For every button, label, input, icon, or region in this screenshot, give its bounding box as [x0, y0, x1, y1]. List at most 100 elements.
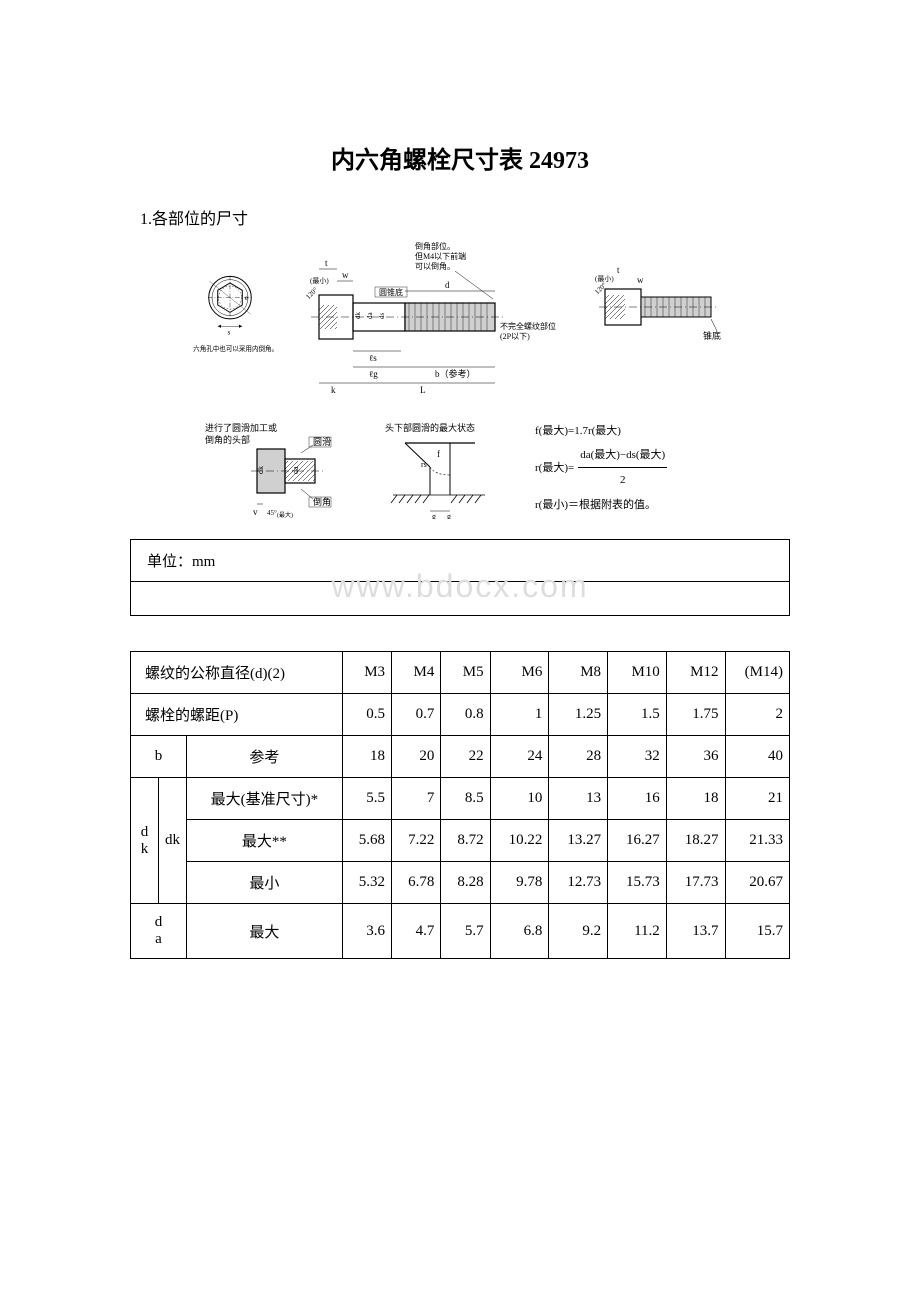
svg-text:圆锥底: 圆锥底 [379, 287, 403, 297]
cell: 9.2 [549, 904, 608, 959]
cell: 15.73 [608, 862, 667, 904]
svg-text:da: da [366, 312, 374, 320]
cell: 13.27 [549, 820, 608, 862]
diagram-row-2: 进行了圆滑加工或 倒角的头部 dk da v 圆滑 倒角 45° (最大) [130, 419, 790, 519]
cell: 20.67 [725, 862, 790, 904]
dim-s-label: s [228, 327, 231, 336]
svg-text:ds: ds [378, 313, 386, 320]
hex-note: 六角孔中也可以采用内倒角。 [193, 344, 275, 353]
label-max-base: 最大(基准尺寸)* [187, 778, 343, 820]
svg-text:v: v [253, 507, 258, 517]
cell: 11.2 [608, 904, 667, 959]
svg-text:圆滑: 圆滑 [313, 437, 331, 447]
svg-text:w: w [637, 275, 644, 285]
cell: 0.5 [342, 694, 391, 736]
sym-dk: dk [159, 778, 187, 904]
sym-da: da [131, 904, 187, 959]
cell: 18 [666, 778, 725, 820]
cell: 5.68 [342, 820, 391, 862]
dimension-table: 螺纹的公称直径(d)(2) M3 M4 M5 M6 M8 M10 M12 (M1… [130, 651, 790, 959]
label-min: 最小 [187, 862, 343, 904]
cell: 4.7 [392, 904, 441, 959]
formula-2: r(最大)= da(最大)−ds(最大) 2 [535, 443, 715, 492]
cell: 16 [608, 778, 667, 820]
cell: 24 [490, 736, 549, 778]
cell: 9.78 [490, 862, 549, 904]
svg-text:(最小): (最小) [595, 274, 614, 283]
svg-text:倒角的头部: 倒角的头部 [205, 434, 250, 445]
svg-text:dk: dk [256, 466, 265, 474]
under-head-smooth: 头下部圆滑的最大状态 f rs g g [375, 419, 505, 519]
cell: 22 [441, 736, 490, 778]
cell: 32 [608, 736, 667, 778]
row-dk-min: 最小 5.32 6.78 8.28 9.78 12.73 15.73 17.73… [131, 862, 790, 904]
cell: 5.32 [342, 862, 391, 904]
svg-text:倒角部位。: 倒角部位。 [415, 241, 455, 251]
cell: 36 [666, 736, 725, 778]
col-m3: M3 [342, 652, 391, 694]
cell: 3.6 [342, 904, 391, 959]
svg-text:g: g [432, 512, 436, 519]
svg-text:k: k [331, 385, 336, 395]
cell: 0.8 [441, 694, 490, 736]
cell: 18 [342, 736, 391, 778]
svg-text:t: t [325, 258, 328, 268]
col-m14: (M14) [725, 652, 790, 694]
label-max2: 最大** [187, 820, 343, 862]
hex-front-view: s e 六角孔中也可以采用内倒角。 [185, 269, 275, 359]
label-pitch: 螺栓的螺距(P) [131, 694, 343, 736]
formula-3: r(最小)＝根据附表的值。 [535, 493, 715, 517]
row-pitch: 螺栓的螺距(P) 0.5 0.7 0.8 1 1.25 1.5 1.75 2 [131, 694, 790, 736]
cell: 8.72 [441, 820, 490, 862]
watermark: www.bdocx.com [331, 568, 588, 605]
row-b: b 参考 18 20 22 24 28 32 36 40 [131, 736, 790, 778]
head-smooth-view: 进行了圆滑加工或 倒角的头部 dk da v 圆滑 倒角 45° (最大) [205, 419, 345, 519]
formula-block: f(最大)=1.7r(最大) r(最大)= da(最大)−ds(最大) 2 r(… [535, 419, 715, 519]
row-dk-max: dk dk 最大(基准尺寸)* 5.5 7 8.5 10 13 16 18 21 [131, 778, 790, 820]
label-da-max: 最大 [187, 904, 343, 959]
svg-text:g: g [447, 512, 451, 519]
svg-text:120°: 120° [305, 286, 319, 301]
svg-text:(最小): (最小) [310, 276, 329, 285]
cell: 10.22 [490, 820, 549, 862]
cell: 6.78 [392, 862, 441, 904]
formula-1: f(最大)=1.7r(最大) [535, 419, 715, 443]
cell: 21.33 [725, 820, 790, 862]
svg-text:不完全螺纹部位: 不完全螺纹部位 [500, 321, 556, 331]
svg-text:锥底: 锥底 [703, 330, 721, 341]
cell: 6.8 [490, 904, 549, 959]
page-title: 内六角螺栓尺寸表 24973 [130, 140, 790, 175]
svg-text:t: t [617, 265, 620, 275]
section-heading: 1.各部位的尸寸 [130, 205, 790, 229]
cell: 1.25 [549, 694, 608, 736]
col-m6: M6 [490, 652, 549, 694]
col-m10: M10 [608, 652, 667, 694]
cell: 13.7 [666, 904, 725, 959]
cell: 13 [549, 778, 608, 820]
cell: 7.22 [392, 820, 441, 862]
cell: 8.5 [441, 778, 490, 820]
svg-text:da: da [291, 466, 300, 474]
cell: 17.73 [666, 862, 725, 904]
cell: 5.7 [441, 904, 490, 959]
header-row: 螺纹的公称直径(d)(2) M3 M4 M5 M6 M8 M10 M12 (M1… [131, 652, 790, 694]
svg-text:f: f [437, 449, 440, 459]
cell: 7 [392, 778, 441, 820]
diagram-row-1: s e 六角孔中也可以采用内倒角。 [130, 239, 790, 399]
cell: 12.73 [549, 862, 608, 904]
row-da-max: da 最大 3.6 4.7 5.7 6.8 9.2 11.2 13.7 15.7 [131, 904, 790, 959]
unit-table: 单位：mm www.bdocx.com [130, 539, 790, 616]
svg-text:进行了圆滑加工或: 进行了圆滑加工或 [205, 422, 277, 433]
cell: 2 [725, 694, 790, 736]
svg-text:w: w [342, 270, 349, 280]
cell: 5.5 [342, 778, 391, 820]
svg-text:45°: 45° [267, 509, 277, 517]
label-ref: 参考 [187, 736, 343, 778]
cell: 1 [490, 694, 549, 736]
svg-text:ℓg: ℓg [369, 369, 378, 379]
cell: 1.75 [666, 694, 725, 736]
cell: 0.7 [392, 694, 441, 736]
side-view: t w d dk da ds ℓs ℓg b（参考） k L [305, 239, 565, 399]
cell: 28 [549, 736, 608, 778]
svg-text:120°: 120° [595, 281, 608, 296]
